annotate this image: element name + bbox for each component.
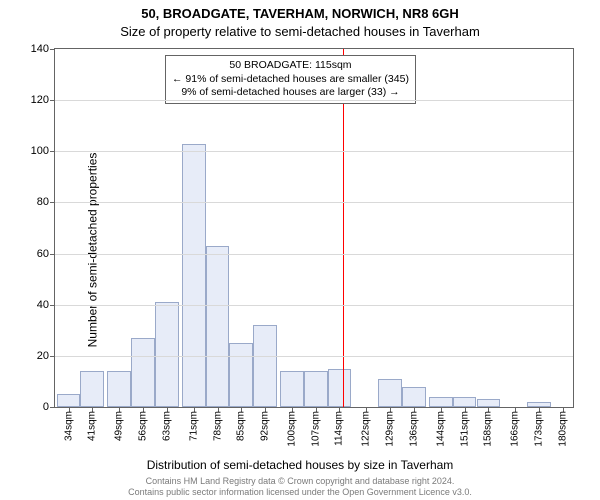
xtick-label: 63sqm: [161, 411, 172, 441]
plot-area: 50 BROADGATE: 115sqm ← 91% of semi-detac…: [54, 48, 574, 408]
xtick-label: 34sqm: [63, 411, 74, 441]
xtick-label: 49sqm: [114, 411, 125, 441]
histogram-bar: [80, 371, 104, 407]
xtick-label: 56sqm: [138, 411, 149, 441]
histogram-bar: [402, 387, 426, 407]
annotation-box: 50 BROADGATE: 115sqm ← 91% of semi-detac…: [165, 55, 416, 104]
ytick-label: 140: [31, 43, 55, 55]
histogram-bar: [182, 144, 206, 407]
gridline: [55, 254, 573, 255]
xtick-label: 173sqm: [534, 411, 545, 447]
ytick-label: 40: [37, 299, 55, 311]
histogram-bar: [57, 394, 81, 407]
histogram-bar: [155, 302, 179, 407]
histogram-bar: [253, 325, 277, 407]
xtick-label: 85sqm: [236, 411, 247, 441]
xtick-label: 144sqm: [435, 411, 446, 447]
property-size-chart: 50, BROADGATE, TAVERHAM, NORWICH, NR8 6G…: [0, 0, 600, 500]
histogram-bar: [477, 399, 501, 407]
footer-line2: Contains public sector information licen…: [0, 487, 600, 498]
xtick-label: 166sqm: [510, 411, 521, 447]
chart-title-address: 50, BROADGATE, TAVERHAM, NORWICH, NR8 6G…: [0, 6, 600, 21]
annotation-line3: 9% of semi-detached houses are larger (3…: [172, 86, 409, 100]
histogram-bar: [229, 343, 253, 407]
xtick-label: 92sqm: [259, 411, 270, 441]
gridline: [55, 305, 573, 306]
annotation-line2: ← 91% of semi-detached houses are smalle…: [172, 73, 409, 87]
ytick-label: 100: [31, 145, 55, 157]
ytick-label: 20: [37, 350, 55, 362]
histogram-bar: [328, 369, 352, 407]
histogram-bar: [131, 338, 155, 407]
xtick-label: 158sqm: [483, 411, 494, 447]
histogram-bar: [280, 371, 304, 407]
xtick-label: 71sqm: [188, 411, 199, 441]
xtick-label: 129sqm: [385, 411, 396, 447]
xtick-label: 122sqm: [361, 411, 372, 447]
xtick-label: 180sqm: [557, 411, 568, 447]
histogram-bar: [378, 379, 402, 407]
footer-attribution: Contains HM Land Registry data © Crown c…: [0, 476, 600, 499]
ytick-label: 0: [43, 401, 55, 413]
histogram-bar: [304, 371, 328, 407]
histogram-bar: [107, 371, 131, 407]
x-axis-label: Distribution of semi-detached houses by …: [0, 458, 600, 472]
footer-line1: Contains HM Land Registry data © Crown c…: [0, 476, 600, 487]
xtick-label: 136sqm: [408, 411, 419, 447]
xtick-label: 107sqm: [310, 411, 321, 447]
ytick-label: 80: [37, 196, 55, 208]
gridline: [55, 356, 573, 357]
histogram-bar: [206, 246, 230, 407]
histogram-bar: [453, 397, 477, 407]
histogram-bar: [429, 397, 453, 407]
ytick-label: 120: [31, 94, 55, 106]
xtick-label: 41sqm: [87, 411, 98, 441]
ytick-label: 60: [37, 248, 55, 260]
gridline: [55, 151, 573, 152]
annotation-line1: 50 BROADGATE: 115sqm: [172, 59, 409, 73]
xtick-label: 78sqm: [212, 411, 223, 441]
xtick-label: 151sqm: [459, 411, 470, 447]
gridline: [55, 202, 573, 203]
gridline: [55, 100, 573, 101]
chart-subtitle: Size of property relative to semi-detach…: [0, 24, 600, 39]
xtick-label: 100sqm: [286, 411, 297, 447]
xtick-label: 114sqm: [334, 411, 345, 446]
